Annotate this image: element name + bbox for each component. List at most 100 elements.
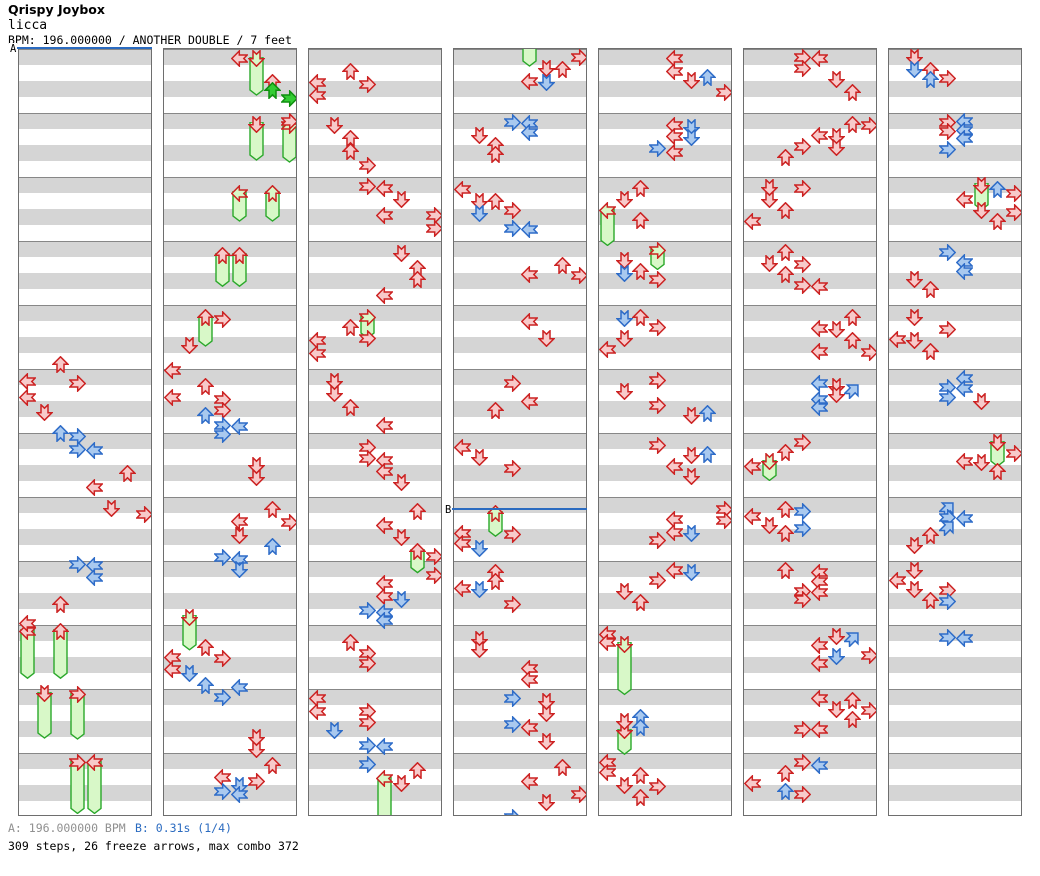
arrow-down-icon — [904, 269, 924, 289]
arrow-down-icon — [230, 775, 249, 794]
arrow-left-icon — [520, 311, 539, 331]
arrow-right-icon — [503, 594, 522, 614]
freeze-head-arrow-up-icon — [408, 542, 428, 561]
arrow-up-icon — [843, 331, 863, 350]
chart-stats: 309 steps, 26 freeze arrows, max combo 3… — [8, 839, 299, 853]
arrow-up-icon — [988, 462, 1008, 481]
arrow-right-icon — [860, 115, 876, 135]
chart-column-6 — [743, 48, 877, 816]
arrow-up-right-icon — [937, 519, 956, 538]
arrow-up-icon — [776, 501, 796, 520]
arrow-right-icon — [1005, 202, 1021, 222]
arrow-left-icon — [375, 586, 394, 606]
arrow-down-icon — [179, 335, 199, 354]
arrow-up-icon — [776, 782, 796, 801]
arrow-right-icon — [358, 329, 377, 348]
arrow-left-icon — [375, 610, 394, 630]
arrow-right-icon — [503, 689, 522, 708]
arrow-up-icon — [631, 766, 651, 785]
arrow-left-icon — [810, 49, 829, 68]
arrow-left-icon — [520, 772, 539, 792]
arrow-right-icon — [793, 753, 812, 772]
arrow-up-right-icon — [937, 500, 956, 518]
arrow-up-icon — [776, 201, 796, 221]
arrow-right-icon — [860, 701, 876, 720]
freeze-head-arrow-up-icon — [230, 246, 249, 265]
marker-a-label: A — [9, 43, 18, 55]
arrow-right-icon — [648, 370, 667, 390]
arrow-right-icon — [425, 546, 441, 566]
arrow-down-icon — [904, 330, 924, 349]
arrow-down-icon — [904, 60, 924, 79]
freeze-head-arrow-down-icon — [246, 114, 266, 133]
arrow-right-icon — [793, 433, 812, 452]
arrow-left-icon — [375, 286, 394, 305]
arrow-right-icon — [503, 714, 522, 734]
arrow-up-icon — [51, 595, 71, 614]
chart-column-2 — [163, 48, 297, 816]
arrow-right-icon — [68, 439, 87, 459]
arrow-down-icon — [34, 402, 54, 421]
freeze-head-arrow-left-icon — [375, 769, 394, 788]
arrow-up-icon — [263, 501, 283, 520]
arrow-up-icon — [776, 149, 796, 168]
arrow-down-icon — [101, 498, 121, 517]
arrow-down-icon — [536, 703, 556, 722]
arrow-left-icon — [85, 478, 104, 497]
arrow-right-icon — [793, 137, 812, 156]
arrow-up-icon — [921, 342, 941, 361]
arrow-up-icon — [553, 758, 573, 777]
arrow-left-icon — [599, 762, 617, 782]
arrow-up-icon — [843, 115, 863, 134]
arrow-left-icon — [665, 561, 684, 580]
arrow-right-icon — [938, 242, 957, 262]
arrow-up-icon — [51, 424, 71, 443]
arrow-right-icon — [503, 218, 522, 238]
song-title: licca — [8, 18, 48, 33]
arrow-up-icon — [843, 691, 863, 710]
arrow-down-icon — [614, 329, 634, 348]
arrow-down-icon — [391, 527, 411, 546]
chart-column-7 — [888, 48, 1022, 816]
arrow-left-icon — [955, 452, 974, 472]
arrow-left-icon — [955, 378, 974, 398]
arrow-left-icon — [375, 462, 394, 481]
arrow-left-icon — [810, 636, 829, 656]
freeze-head-arrow-down-icon — [614, 634, 634, 653]
arrow-left-icon — [375, 178, 394, 198]
chart-info-line: BPM: 196.000000 / ANOTHER DOUBLE / 7 fee… — [8, 33, 292, 47]
arrow-up-icon — [263, 757, 283, 776]
arrow-down-icon — [681, 466, 701, 485]
arrow-right-icon — [648, 396, 667, 416]
arrow-left-icon — [230, 49, 249, 68]
arrow-down-icon — [681, 445, 701, 465]
arrow-down-icon — [826, 646, 846, 665]
arrow-left-icon — [955, 509, 974, 528]
arrow-down-icon — [826, 385, 846, 404]
chart-column-4 — [453, 48, 587, 816]
arrow-up-icon — [196, 377, 216, 397]
arrow-left-icon — [520, 122, 539, 142]
arrow-right-icon — [715, 510, 731, 530]
arrow-left-icon — [19, 614, 37, 633]
arrow-up-icon — [921, 280, 941, 299]
arrow-right-icon — [135, 505, 151, 524]
arrow-right-icon — [213, 548, 232, 568]
arrow-down-icon — [391, 473, 411, 492]
arrow-up-icon — [553, 256, 573, 275]
arrow-up-icon — [263, 537, 283, 557]
arrow-left-icon — [889, 330, 907, 349]
arrow-right-icon — [503, 458, 522, 478]
arrow-right-icon — [938, 122, 957, 141]
arrow-left-icon — [599, 633, 617, 652]
arrow-left-icon — [520, 265, 539, 284]
arrow-left-icon — [230, 785, 249, 804]
arrow-down-icon — [469, 538, 489, 557]
arrow-right-icon — [648, 777, 667, 796]
arrow-right-icon — [648, 270, 667, 289]
arrow-left-icon — [889, 570, 907, 590]
arrow-down-icon — [391, 244, 411, 263]
freeze-arrow-body — [36, 691, 52, 743]
arrow-right-icon — [648, 436, 667, 456]
arrow-left-icon — [164, 361, 182, 380]
